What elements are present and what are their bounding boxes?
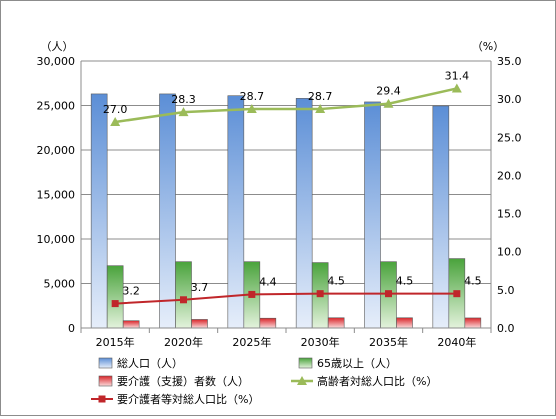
point-marker <box>451 83 462 93</box>
point-marker <box>110 117 121 127</box>
point-marker <box>453 290 461 298</box>
point-marker <box>315 104 326 114</box>
data-label: 4.5 <box>396 275 414 288</box>
right-tick-label: 20.0 <box>497 169 522 182</box>
legend: 総人口（人） 65歳以上（人） 要介護（支援）者数（人） 高齢者対総人口比（%） 要介護… <box>91 356 437 406</box>
x-tick-label: 2025年 <box>232 335 271 349</box>
bar <box>327 317 345 329</box>
legend-marker <box>98 395 106 403</box>
data-label: 28.7 <box>308 90 333 103</box>
left-tick-label: 20,000 <box>37 144 76 157</box>
data-label: 27.0 <box>103 103 128 116</box>
legend-swatch <box>98 375 113 387</box>
data-label: 4.5 <box>327 275 345 288</box>
x-tick-label: 2015年 <box>96 335 135 349</box>
gridlines <box>81 60 491 284</box>
legend-label: 高齢者対総人口比（%） <box>317 374 437 388</box>
data-label: 3.7 <box>191 281 209 294</box>
point-marker <box>180 296 187 304</box>
left-tick-label: 30,000 <box>37 55 76 68</box>
left-tick-label: 5,000 <box>44 278 76 291</box>
right-tick-label: 10.0 <box>497 246 522 259</box>
lines: 27.0 28.3 28.7 28.7 29.4 31.4 3.2 3.7 4.4 4.5 4.5 4… <box>103 69 482 308</box>
right-tick-label: 15.0 <box>497 208 522 221</box>
point-marker <box>248 290 256 298</box>
bar <box>106 265 124 329</box>
axes: 0 5,000 10,000 15,000 20,000 25,000 30,000 0.0 5… <box>37 55 522 349</box>
point-marker <box>111 300 119 308</box>
right-tick-label: 5.0 <box>497 284 515 297</box>
left-tick-label: 15,000 <box>37 189 76 202</box>
legend-swatch <box>98 357 113 369</box>
right-tick-label: 25.0 <box>497 131 522 144</box>
bar <box>432 105 450 329</box>
series-line <box>114 87 458 124</box>
point-marker <box>383 98 394 108</box>
x-tick-label: 2030年 <box>301 335 340 349</box>
data-label: 3.2 <box>122 285 140 298</box>
bars <box>90 93 482 329</box>
legend-label: 65歳以上（人） <box>317 357 397 370</box>
right-tick-label: 30.0 <box>497 93 522 106</box>
bar <box>396 317 413 329</box>
bar <box>259 317 277 329</box>
left-axis-unit: （人） <box>41 40 74 53</box>
data-label: 28.3 <box>171 93 196 106</box>
data-label: 4.5 <box>464 275 482 288</box>
point-marker <box>385 290 392 298</box>
series-line <box>115 292 457 305</box>
legend-label: 要介護（支援）者数（人） <box>117 374 249 388</box>
point-marker <box>178 107 189 117</box>
bar <box>159 93 176 329</box>
legend-marker <box>297 376 307 385</box>
data-label: 4.4 <box>259 275 277 288</box>
bar <box>122 320 140 329</box>
right-axis-unit: （%） <box>472 40 504 53</box>
point-marker <box>246 104 257 114</box>
bar <box>191 319 208 329</box>
data-label: 28.7 <box>240 90 265 103</box>
x-tick-label: 2020年 <box>164 335 203 349</box>
right-tick-label: 35.0 <box>497 55 522 68</box>
bar <box>175 261 192 329</box>
left-tick-label: 0 <box>68 322 75 335</box>
left-tick-label: 10,000 <box>37 233 76 246</box>
bar <box>464 317 482 329</box>
data-label: 29.4 <box>376 85 401 98</box>
right-tick-label: 0.0 <box>497 322 515 335</box>
legend-label: 要介護者等対総人口比（%） <box>117 392 259 406</box>
x-tick-label: 2035年 <box>369 335 408 349</box>
left-tick-label: 25,000 <box>37 100 76 113</box>
data-label: 31.4 <box>445 69 470 82</box>
bar <box>227 95 245 329</box>
x-tick-label: 2040年 <box>437 335 476 349</box>
legend-label: 総人口（人） <box>117 356 183 370</box>
legend-swatch <box>298 357 313 369</box>
point-marker <box>316 290 324 298</box>
bar <box>90 93 108 329</box>
